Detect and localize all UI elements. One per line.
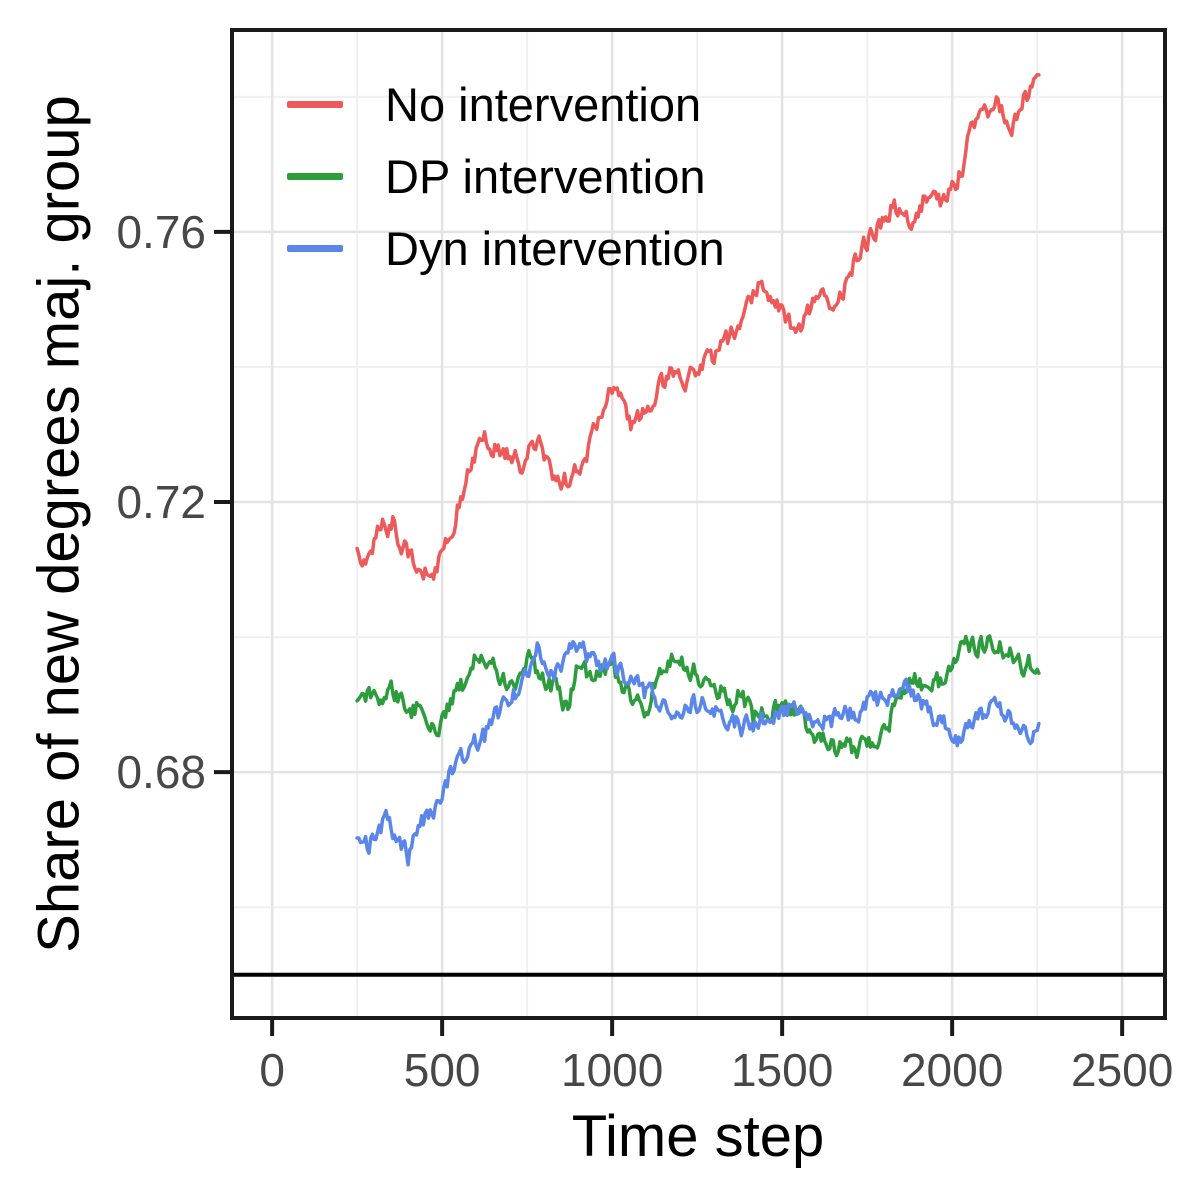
x-tick-label: 1000 <box>561 1044 663 1096</box>
x-axis-title: Time step <box>571 1104 825 1169</box>
axis-tick-labels: 0 500 1000 1500 2000 2500 0.68 0.72 0.76 <box>116 206 1173 1096</box>
legend-item-dp-intervention: DP intervention <box>287 140 725 212</box>
x-tick-label: 1500 <box>731 1044 833 1096</box>
y-tick-label: 0.76 <box>116 206 206 258</box>
legend-swatch-blue-line <box>287 244 343 252</box>
legend-label: No intervention <box>385 77 702 131</box>
legend-label: DP intervention <box>385 149 706 203</box>
x-tick-label: 2500 <box>1071 1044 1173 1096</box>
axis-ticks <box>214 229 1125 1036</box>
x-tick-label: 500 <box>404 1044 481 1096</box>
y-tick-label: 0.68 <box>116 746 206 798</box>
grid-major <box>232 30 1165 1018</box>
x-tick-label: 0 <box>259 1044 285 1096</box>
legend-item-no-intervention: No intervention <box>287 68 725 140</box>
legend-swatch-green-line <box>287 172 343 180</box>
legend-item-dyn-intervention: Dyn intervention <box>287 212 725 284</box>
legend: No intervention DP intervention Dyn inte… <box>287 68 725 284</box>
grid-minor <box>232 30 1165 1018</box>
legend-swatch-red-line <box>287 100 343 108</box>
x-tick-label: 2000 <box>901 1044 1003 1096</box>
series-line-dp-intervention <box>355 634 1041 760</box>
series-line-dyn-intervention <box>355 639 1041 867</box>
y-axis-title: Share of new degrees maj. group <box>26 95 92 953</box>
legend-label: Dyn intervention <box>385 221 725 275</box>
panel-border <box>230 28 1167 1020</box>
series-line-no-intervention <box>355 73 1041 581</box>
y-tick-label: 0.72 <box>116 476 206 528</box>
